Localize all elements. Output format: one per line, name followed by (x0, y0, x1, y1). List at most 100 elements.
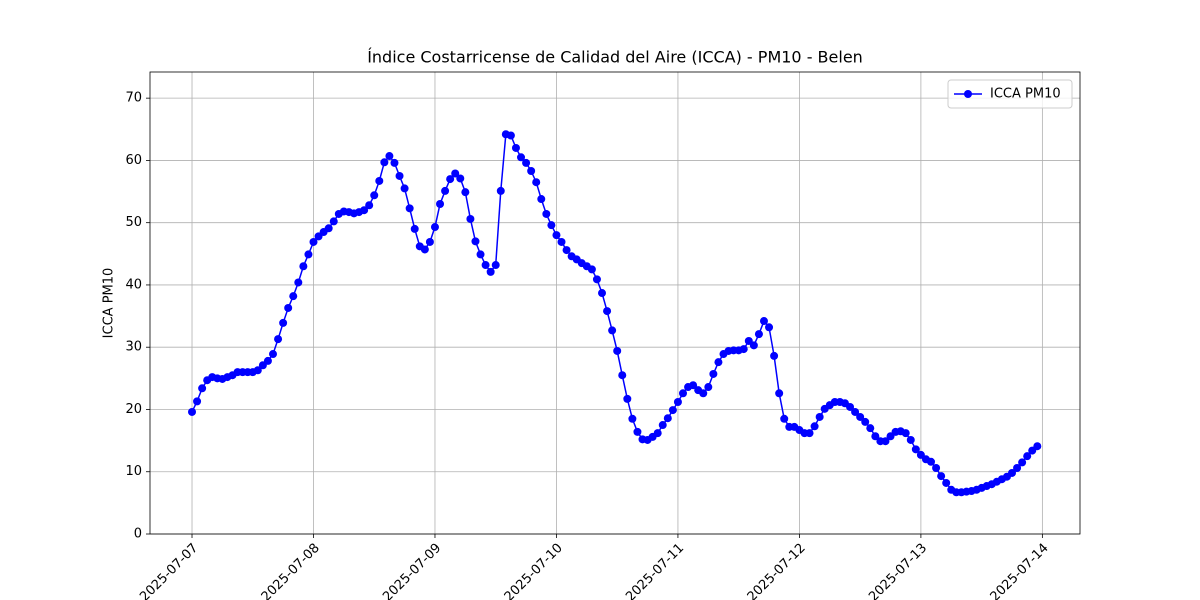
data-point (810, 422, 819, 431)
x-tick-label: 2025-07-08 (259, 541, 323, 600)
data-point (1008, 468, 1017, 477)
data-point (932, 464, 941, 472)
data-point (709, 369, 718, 378)
data-point (496, 186, 505, 195)
chart-title: Índice Costarricense de Calidad del Aire… (367, 48, 863, 67)
y-tick-label: 70 (125, 91, 142, 106)
plot-frame (149, 71, 1081, 535)
data-point (906, 435, 915, 444)
data-point (491, 261, 500, 270)
y-tick-label: 40 (125, 277, 142, 292)
data-point (390, 158, 399, 167)
data-point (1018, 458, 1027, 467)
data-point (598, 289, 607, 298)
data-point (881, 437, 890, 446)
data-point (511, 143, 520, 152)
data-point (739, 345, 748, 354)
data-point (268, 350, 277, 359)
data-point (937, 472, 946, 481)
data-point (522, 158, 531, 167)
data-point (552, 231, 561, 240)
data-point (537, 195, 546, 204)
data-point (198, 384, 207, 393)
y-tick-label: 10 (125, 464, 142, 479)
x-tick-label: 2025-07-11 (623, 541, 687, 600)
data-point (360, 206, 369, 215)
data-point (527, 167, 536, 175)
data-point (471, 237, 480, 246)
data-point (451, 169, 460, 178)
x-tick-label: 2025-07-07 (137, 541, 201, 600)
data-point (805, 429, 814, 438)
x-tick-label: 2025-07-13 (866, 541, 930, 600)
data-point (871, 432, 880, 441)
y-tick-label: 30 (125, 340, 142, 355)
data-point (425, 237, 434, 246)
data-point (608, 326, 617, 335)
data-point (562, 246, 571, 255)
data-point (770, 351, 779, 360)
data-point (304, 250, 313, 259)
data-point (329, 217, 338, 226)
data-point (385, 152, 394, 161)
data-point (759, 317, 768, 326)
data-point (851, 407, 860, 416)
data-point (754, 330, 763, 339)
data-point (193, 397, 202, 406)
data-point (476, 250, 485, 259)
data-point (704, 383, 713, 392)
data-point (846, 402, 855, 411)
data-point (506, 131, 515, 140)
data-point (279, 318, 288, 327)
data-point (663, 414, 672, 423)
data-point (815, 412, 824, 421)
data-point (699, 389, 708, 398)
data-point (324, 224, 333, 233)
data-point (395, 171, 404, 180)
data-point (481, 261, 490, 270)
data-point (658, 421, 667, 430)
data-point (689, 381, 698, 390)
data-point (765, 323, 774, 332)
x-tick-label: 2025-07-09 (380, 541, 444, 600)
data-point (532, 178, 541, 187)
legend: ICCA PM10 (947, 79, 1073, 109)
data-point (375, 176, 384, 185)
data-point (441, 186, 450, 195)
data-point (714, 358, 723, 367)
legend-label: ICCA PM10 (990, 87, 1061, 102)
data-point (653, 429, 662, 438)
data-point (1023, 452, 1032, 461)
data-point (587, 265, 596, 274)
data-point (856, 412, 865, 421)
data-point (380, 158, 389, 167)
data-point (618, 371, 627, 380)
data-point (289, 292, 298, 301)
data-point (942, 478, 951, 487)
data-point (673, 398, 682, 406)
data-point (284, 303, 293, 312)
data-point (623, 394, 632, 403)
data-point (405, 204, 414, 213)
data-point (466, 214, 475, 223)
data-point (613, 346, 622, 355)
data-point (1033, 442, 1042, 451)
legend-marker (964, 90, 972, 98)
data-point (436, 200, 445, 208)
data-point (603, 307, 612, 316)
data-point (430, 223, 439, 232)
y-tick-label: 0 (134, 527, 142, 542)
x-tick-label: 2025-07-12 (745, 541, 809, 600)
x-tick-label: 2025-07-10 (502, 541, 566, 600)
data-point (309, 237, 318, 246)
data-point (461, 188, 470, 197)
data-point (780, 414, 789, 423)
y-tick-label: 50 (125, 215, 142, 230)
data-point (927, 457, 936, 466)
data-point (901, 429, 910, 438)
y-tick-label: 60 (125, 153, 142, 168)
data-point (592, 275, 601, 284)
data-point (628, 414, 637, 423)
data-point (547, 221, 556, 230)
